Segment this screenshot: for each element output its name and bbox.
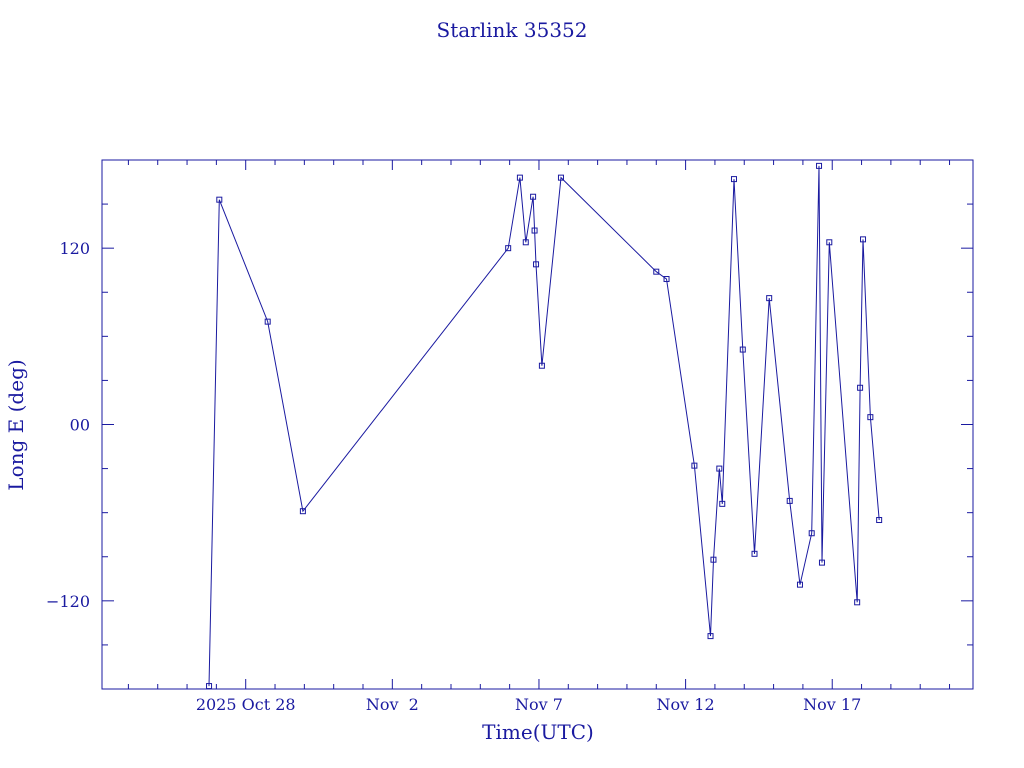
data-point-marker [299, 508, 306, 515]
x-tick-label: Nov 7 [515, 695, 563, 714]
x-tick-label: Nov 12 [657, 695, 715, 714]
y-tick-labels: 120 00 −120 [46, 239, 90, 611]
data-point-marker [710, 556, 717, 563]
data-point-marker [766, 295, 773, 302]
data-point-marker [860, 236, 867, 243]
series-line [208, 165, 880, 687]
x-tick-label: Nov 2 [366, 695, 419, 714]
plot-frame [101, 159, 974, 690]
data-point-marker [751, 550, 758, 557]
data-point-marker [206, 683, 213, 690]
y-tick-label: 120 [59, 239, 90, 258]
data-point-marker [264, 318, 271, 325]
y-axis-label: Long E (deg) [4, 359, 28, 490]
data-point-marker [516, 174, 523, 181]
y-axis-ticks [102, 203, 973, 646]
y-tick-label: 00 [70, 416, 90, 435]
data-point-marker [826, 239, 833, 246]
data-point-marker [786, 497, 793, 504]
data-point-marker [719, 500, 726, 507]
data-point-marker [854, 599, 861, 606]
data-point-marker [538, 362, 545, 369]
data-point-marker [816, 162, 823, 169]
data-point-marker [505, 245, 512, 252]
data-point-marker [739, 346, 746, 353]
data-point-marker [730, 176, 737, 183]
x-axis-ticks [127, 160, 951, 689]
x-axis-label: Time(UTC) [482, 720, 594, 744]
data-point-marker [653, 268, 660, 275]
data-point-marker [691, 462, 698, 469]
x-tick-labels: 2025 Oct 28 Nov 2 Nov 7 Nov 12 Nov 17 [196, 695, 861, 714]
data-point-marker [876, 517, 883, 524]
data-point-marker [818, 559, 825, 566]
data-point-marker [531, 227, 538, 234]
data-point-marker [663, 276, 670, 283]
chart-title: Starlink 35352 [437, 18, 588, 42]
data-point-marker [808, 530, 815, 537]
data-point-marker [557, 174, 564, 181]
y-tick-label: −120 [46, 592, 90, 611]
x-tick-label: Nov 17 [803, 695, 861, 714]
data-point-marker [216, 196, 223, 203]
x-tick-label: 2025 Oct 28 [196, 695, 296, 714]
data-point-marker [530, 193, 537, 200]
data-point-marker [716, 465, 723, 472]
data-point-marker [707, 633, 714, 640]
data-point-marker [857, 384, 864, 391]
series-layer [206, 162, 883, 690]
data-point-marker [522, 239, 529, 246]
data-point-marker [867, 414, 874, 421]
data-point-marker [796, 581, 803, 588]
data-point-marker [533, 261, 540, 268]
